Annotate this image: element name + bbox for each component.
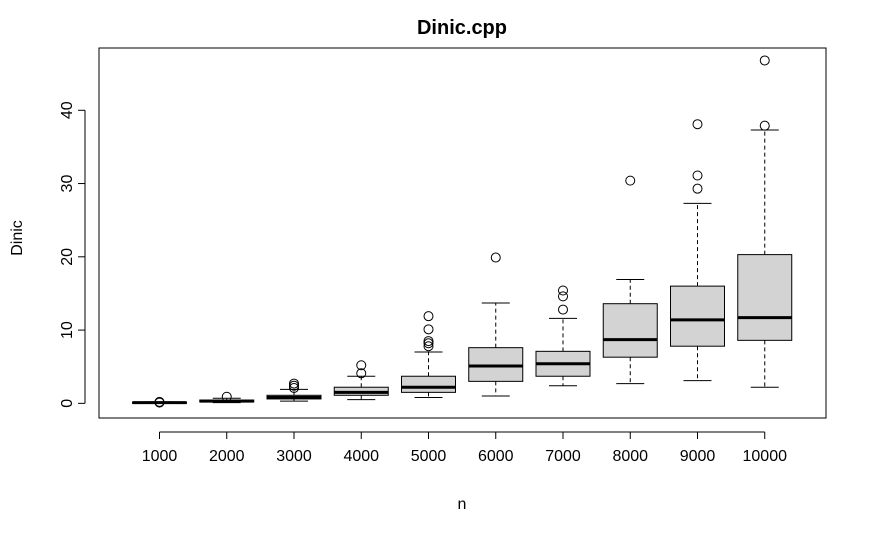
box-5000: [401, 311, 456, 398]
outlier-point: [625, 175, 636, 186]
box-3000: [266, 378, 322, 402]
outlier-point: [490, 252, 501, 263]
x-tick-label: 7000: [545, 448, 581, 465]
outlier-point: [692, 183, 703, 194]
box-4000: [333, 360, 389, 401]
outlier-point: [289, 378, 299, 389]
y-tick-label: 30: [59, 175, 76, 193]
y-tick-label: 0: [59, 399, 76, 408]
outlier-point: [423, 311, 434, 322]
iqr-box: [401, 375, 456, 393]
box-10000: [737, 55, 793, 388]
outlier-point: [558, 285, 568, 296]
outlier-point: [692, 119, 703, 130]
outlier-point: [423, 338, 434, 349]
box-6000: [468, 252, 524, 397]
x-tick-label: 1000: [142, 448, 178, 465]
y-axis: 0 10 20 30 40: [59, 101, 86, 408]
box-1000: [132, 396, 187, 408]
outlier-point: [759, 120, 770, 131]
x-axis: 1000 2000 3000 4000 5000 6000 7000 8000 9000 1000…: [142, 431, 788, 465]
iqr-box: [602, 303, 658, 358]
outlier-point: [759, 55, 770, 66]
outlier-point: [423, 336, 434, 347]
y-tick-label: 10: [59, 321, 76, 339]
outlier-point: [356, 360, 367, 371]
box-8000: [602, 175, 658, 385]
outlier-point: [423, 341, 434, 352]
x-tick-label: 8000: [612, 448, 648, 465]
box-7000: [535, 285, 591, 387]
iqr-box: [670, 285, 725, 347]
x-tick-label: 9000: [680, 448, 716, 465]
iqr-box: [737, 254, 793, 341]
outlier-point: [356, 368, 367, 379]
chart-title: Dinic.cpp: [417, 17, 507, 39]
outlier-point: [558, 291, 568, 302]
box-2000: [199, 391, 255, 404]
outlier-point: [221, 391, 232, 402]
outlier-point: [558, 304, 568, 315]
plot-frame: [98, 47, 827, 419]
x-tick-label: 5000: [411, 448, 447, 465]
x-tick-label: 4000: [343, 448, 379, 465]
outlier-point: [692, 170, 703, 181]
x-tick-label: 3000: [276, 448, 312, 465]
y-axis-label: Dinic: [9, 220, 26, 256]
outlier-point: [154, 397, 165, 408]
y-tick-label: 40: [59, 101, 76, 119]
box-9000: [670, 119, 725, 382]
outlier-point: [289, 380, 299, 391]
outlier-point: [423, 324, 434, 335]
boxes-group: [132, 55, 793, 408]
x-tick-label: 10000: [743, 448, 788, 465]
outlier-point: [289, 382, 299, 393]
y-tick-label: 20: [59, 248, 76, 266]
x-axis-label: n: [458, 496, 467, 513]
x-tick-label: 6000: [478, 448, 514, 465]
x-tick-label: 2000: [209, 448, 245, 465]
